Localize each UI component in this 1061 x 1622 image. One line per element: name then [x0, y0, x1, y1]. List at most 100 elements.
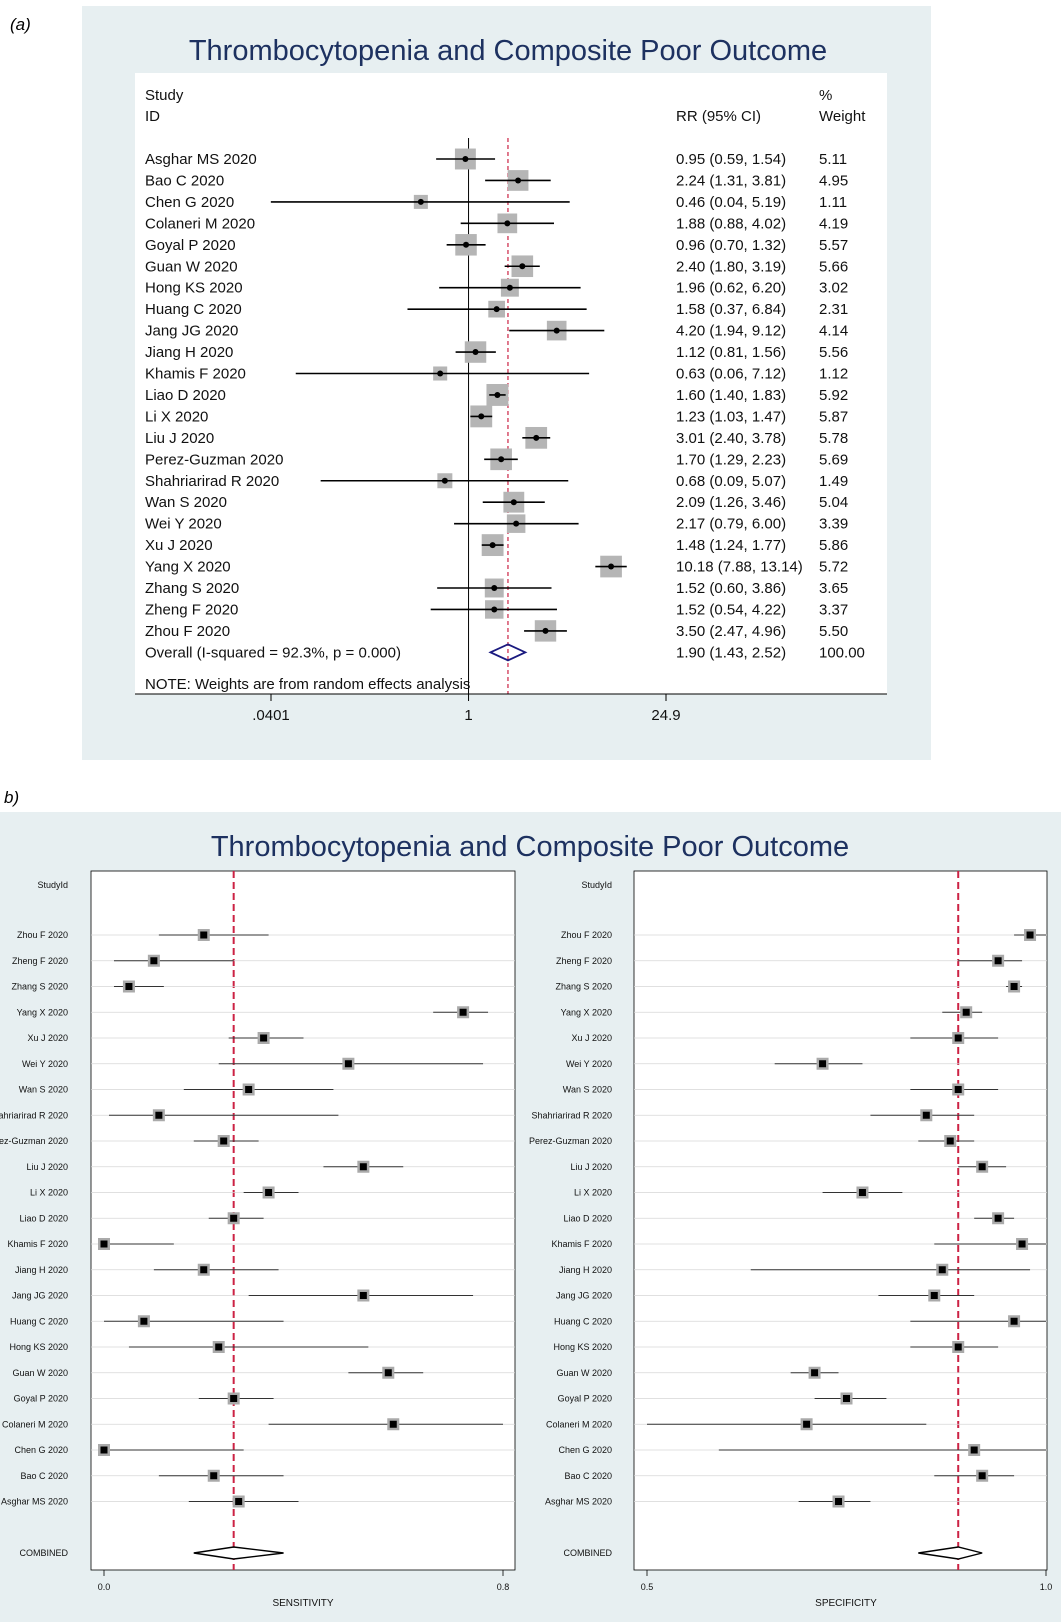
point-estimate: [100, 1446, 108, 1454]
study-label: Xu J 2020: [145, 537, 213, 554]
study-label: Chen G 2020: [14, 1445, 68, 1455]
study-label: Liao D 2020: [563, 1213, 612, 1223]
study-label: Guan W 2020: [145, 258, 238, 275]
point-estimate: [245, 1086, 253, 1093]
point-estimate: [210, 1472, 218, 1480]
point-estimate: [994, 1214, 1002, 1222]
x-tick-label: 0.8: [497, 1582, 510, 1592]
study-label: Huang C 2020: [10, 1316, 68, 1326]
rr-ci-value: 1.58 (0.37, 6.84): [676, 301, 786, 318]
weight-value: 3.39: [819, 516, 848, 533]
rr-ci-value: 2.09 (1.26, 3.46): [676, 494, 786, 511]
point-estimate: [504, 220, 511, 227]
rr-ci-value: 3.01 (2.40, 3.78): [676, 430, 786, 447]
study-label: Goyal P 2020: [145, 237, 236, 254]
point-estimate: [100, 1240, 108, 1248]
rr-ci-value: 2.24 (1.31, 3.81): [676, 172, 786, 189]
study-label: Zhou F 2020: [561, 930, 612, 940]
study-label: Zhang S 2020: [145, 580, 239, 597]
weight-value: 5.11: [819, 151, 847, 168]
rr-ci-value: 3.50 (2.47, 4.96): [676, 623, 786, 640]
weight-value: 5.87: [819, 408, 848, 425]
point-estimate: [235, 1498, 243, 1505]
panel-a-rows: Asghar MS 2020 0.95 (0.59, 1.54) 5.11 Bao C…: [145, 151, 865, 661]
study-label: Zheng F 2020: [145, 601, 238, 618]
study-label: Jiang H 2020: [145, 344, 233, 361]
rr-ci-value: 2.40 (1.80, 3.19): [676, 258, 786, 275]
study-label: Huang C 2020: [145, 301, 242, 318]
overall-rr-ci: 1.90 (1.43, 2.52): [676, 644, 786, 661]
point-estimate: [463, 241, 470, 248]
study-label: Chen G 2020: [145, 194, 234, 211]
rr-ci-value: 4.20 (1.94, 9.12): [676, 323, 786, 340]
weight-value: 3.65: [819, 580, 848, 597]
specificity-forest-marks: Zhou F 2020 Zheng F 2020 Zhang S 2020 Yang …: [529, 871, 1052, 1592]
point-estimate: [954, 1034, 962, 1042]
study-label: Liu J 2020: [26, 1162, 68, 1172]
study-label: Bao C 2020: [145, 172, 224, 189]
point-estimate: [494, 391, 501, 398]
rr-ci-value: 0.95 (0.59, 1.54): [676, 151, 786, 168]
specificity-axis-label: SPECIFICITY: [815, 1598, 877, 1609]
study-label: Bao C 2020: [20, 1471, 68, 1481]
rr-ci-value: 1.88 (0.88, 4.02): [676, 215, 786, 232]
rr-ci-value: 0.63 (0.06, 7.12): [676, 366, 786, 383]
study-label: Wei Y 2020: [566, 1059, 612, 1069]
study-label: Yang X 2020: [17, 1007, 68, 1017]
study-label: Khamis F 2020: [145, 366, 246, 383]
point-estimate: [811, 1369, 819, 1377]
point-estimate: [946, 1137, 954, 1145]
point-estimate: [417, 198, 424, 205]
study-label: Perez-Guzman 2020: [0, 1136, 68, 1146]
rr-ci-value: 1.52 (0.60, 3.86): [676, 580, 786, 597]
rr-ci-value: 1.96 (0.62, 6.20): [676, 280, 786, 297]
study-label: Li X 2020: [574, 1188, 612, 1198]
rr-ci-value: 0.46 (0.04, 5.19): [676, 194, 786, 211]
weight-value: 5.50: [819, 623, 848, 640]
study-label: Liu J 2020: [145, 430, 214, 447]
panel-b-label: b): [4, 788, 19, 807]
point-estimate: [441, 477, 448, 484]
weight-value: 5.04: [819, 494, 848, 511]
study-label: Xu J 2020: [27, 1033, 68, 1043]
point-estimate: [493, 306, 500, 313]
point-estimate: [835, 1498, 843, 1505]
study-label: Li X 2020: [145, 408, 208, 425]
rr-ci-value: 1.60 (1.40, 1.83): [676, 387, 786, 404]
point-estimate: [384, 1369, 392, 1377]
point-estimate: [930, 1292, 938, 1299]
study-label: Wan S 2020: [19, 1085, 68, 1095]
weight-value: 5.57: [819, 237, 848, 254]
weight-value: 1.12: [819, 366, 848, 383]
point-estimate: [978, 1472, 986, 1480]
point-estimate: [1010, 983, 1018, 990]
sensitivity-plot-area: [90, 870, 516, 1571]
weight-value: 3.37: [819, 601, 848, 618]
study-label: Liu J 2020: [570, 1162, 612, 1172]
combined-diamond: [193, 1546, 284, 1560]
point-estimate: [513, 520, 520, 527]
point-estimate: [459, 1008, 467, 1016]
point-estimate: [220, 1137, 228, 1145]
point-estimate: [389, 1420, 397, 1428]
sensitivity-forest-marks: Zhou F 2020 Zheng F 2020 Zhang S 2020 Yang …: [0, 871, 515, 1592]
study-label: Jang JG 2020: [556, 1291, 612, 1301]
point-estimate: [437, 370, 444, 377]
point-estimate: [1018, 1240, 1026, 1248]
point-estimate: [125, 983, 133, 990]
study-label: Colaneri M 2020: [145, 215, 255, 232]
point-estimate: [819, 1060, 827, 1068]
point-estimate: [553, 327, 560, 334]
point-estimate: [200, 1266, 208, 1274]
point-estimate: [359, 1163, 367, 1171]
study-label: Liao D 2020: [19, 1213, 68, 1223]
study-label: Hong KS 2020: [145, 280, 243, 297]
weight-value: 2.31: [819, 301, 848, 318]
panel-a-forest-marks: [270, 138, 627, 694]
point-estimate: [478, 413, 485, 420]
point-estimate: [498, 456, 505, 463]
overall-diamond: [488, 643, 528, 662]
sensitivity-axis-label: SENSITIVITY: [272, 1598, 333, 1609]
overall-weight: 100.00: [819, 644, 865, 661]
